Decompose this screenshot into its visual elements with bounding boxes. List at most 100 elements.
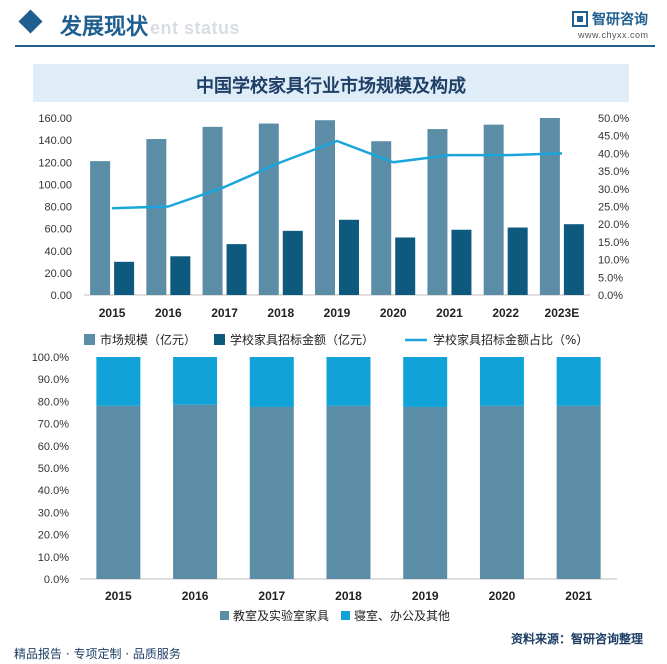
legend-swatch [84,334,95,345]
market-size-bar [539,118,560,295]
y-axis-tick-label: 40.0% [38,485,69,497]
tender-amount-bar [451,229,472,295]
right-axis-tick-label: 45.0% [598,131,629,143]
tender-amount-bar [282,230,303,295]
brand-logo: 智研咨询 www.chyxx.com [572,9,662,43]
market-size-bar [258,123,279,295]
header-divider [15,45,655,47]
tender-amount-bar [395,237,416,295]
market-size-bar [427,129,448,295]
right-axis-tick-label: 5.0% [598,272,623,284]
x-axis-category-label: 2021 [565,589,592,603]
classroom-lab-segment [96,405,141,579]
legend-label: 市场规模（亿元） [100,332,196,347]
right-axis-tick-label: 10.0% [598,255,629,267]
market-size-bar [483,124,504,295]
x-axis-category-label: 2020 [380,306,407,320]
legend-swatch [214,334,225,345]
left-axis-tick-label: 40.00 [44,246,72,258]
dorm-office-segment [326,357,371,406]
legend-label: 学校家具招标金额（亿元） [230,332,374,347]
market-size-bar [315,120,335,296]
right-axis-tick-label: 50.0% [598,113,629,125]
x-axis-category-label: 2015 [99,306,126,320]
left-axis-tick-label: 80.00 [44,202,72,214]
tender-amount-bar [339,219,359,295]
x-axis-category-label: 2022 [492,306,519,320]
y-axis-tick-label: 20.0% [38,530,69,542]
y-axis-tick-label: 80.0% [38,396,69,408]
tender-amount-bar [563,224,584,295]
x-axis-category-label: 2018 [335,589,362,603]
x-axis-category-label: 2015 [105,589,132,603]
dorm-office-segment [173,357,218,405]
footer-tagline: 精品报告 · 专项定制 · 品质服务 [14,647,181,661]
x-axis-category-label: 2018 [267,306,294,320]
legend-label: 寝室、办公及其他 [354,608,450,623]
left-axis-tick-label: 140.00 [38,135,72,147]
brand-name: 智研咨询 [592,12,648,28]
left-axis-tick-label: 120.00 [38,157,72,169]
classroom-lab-segment [403,406,448,579]
dorm-office-segment [403,357,448,407]
header-watermark: ent status [150,18,241,38]
legend-swatch [220,611,229,620]
x-axis-category-label: 2017 [211,306,238,320]
dorm-office-segment [249,357,294,407]
chart-title-band: 中国学校家具行业市场规模及构成 [33,64,629,102]
x-axis-category-label: 2016 [155,306,182,320]
legend-swatch [341,611,350,620]
legend-label: 学校家具招标金额占比（%） [433,332,588,347]
left-axis-tick-label: 100.00 [38,179,72,191]
x-axis-category-label: 2023E [545,306,580,320]
left-axis-tick-label: 60.00 [44,224,72,236]
brand-url: www.chyxx.com [578,30,649,40]
right-axis-tick-label: 40.0% [598,148,629,160]
dorm-office-segment [556,357,601,406]
y-axis-tick-label: 30.0% [38,507,69,519]
x-axis-category-label: 2020 [489,589,516,603]
chart-title: 中国学校家具行业市场规模及构成 [196,76,466,97]
x-axis-category-label: 2019 [412,589,439,603]
x-axis-category-label: 2017 [258,589,285,603]
tender-amount-bar [170,256,191,295]
classroom-lab-segment [326,405,371,579]
section-title: 发展现状 [60,15,149,40]
y-axis-tick-label: 100.0% [32,352,70,364]
market-size-bar [90,161,111,295]
right-axis-tick-label: 30.0% [598,184,629,196]
classroom-lab-segment [479,405,524,579]
footer-source: 资料来源：智研咨询整理 [511,632,644,646]
y-axis-tick-label: 10.0% [38,552,69,564]
classroom-lab-segment [249,406,294,579]
header: 发展现状 ent status 智研咨询 www.chyxx.com [0,0,667,50]
y-axis-tick-label: 60.0% [38,441,69,453]
market-size-bar [202,126,223,295]
x-axis-category-label: 2021 [436,306,463,320]
x-axis-category-label: 2016 [182,589,209,603]
y-axis-tick-label: 90.0% [38,374,69,386]
market-size-bar [146,139,167,295]
right-axis-tick-label: 0.0% [598,290,623,302]
classroom-lab-segment [173,404,218,579]
y-axis-tick-label: 50.0% [38,463,69,475]
y-axis-tick-label: 70.0% [38,419,69,431]
left-axis-tick-label: 0.00 [51,290,72,302]
tender-amount-bar [507,227,528,295]
tender-amount-bar [114,261,135,295]
right-axis-tick-label: 25.0% [598,202,629,214]
right-axis-tick-label: 20.0% [598,219,629,231]
classroom-lab-segment [556,405,601,579]
dorm-office-segment [96,357,141,406]
dorm-office-segment [479,357,524,406]
right-axis-tick-label: 35.0% [598,166,629,178]
right-axis-tick-label: 15.0% [598,237,629,249]
market-size-bar [371,141,392,295]
left-axis-tick-label: 160.00 [38,113,72,125]
brand-logo-icon [572,11,588,27]
legend-label: 教室及实验室家具 [233,608,329,623]
x-axis-category-label: 2019 [324,306,351,320]
y-axis-tick-label: 0.0% [44,574,69,586]
tender-amount-bar [226,244,247,295]
